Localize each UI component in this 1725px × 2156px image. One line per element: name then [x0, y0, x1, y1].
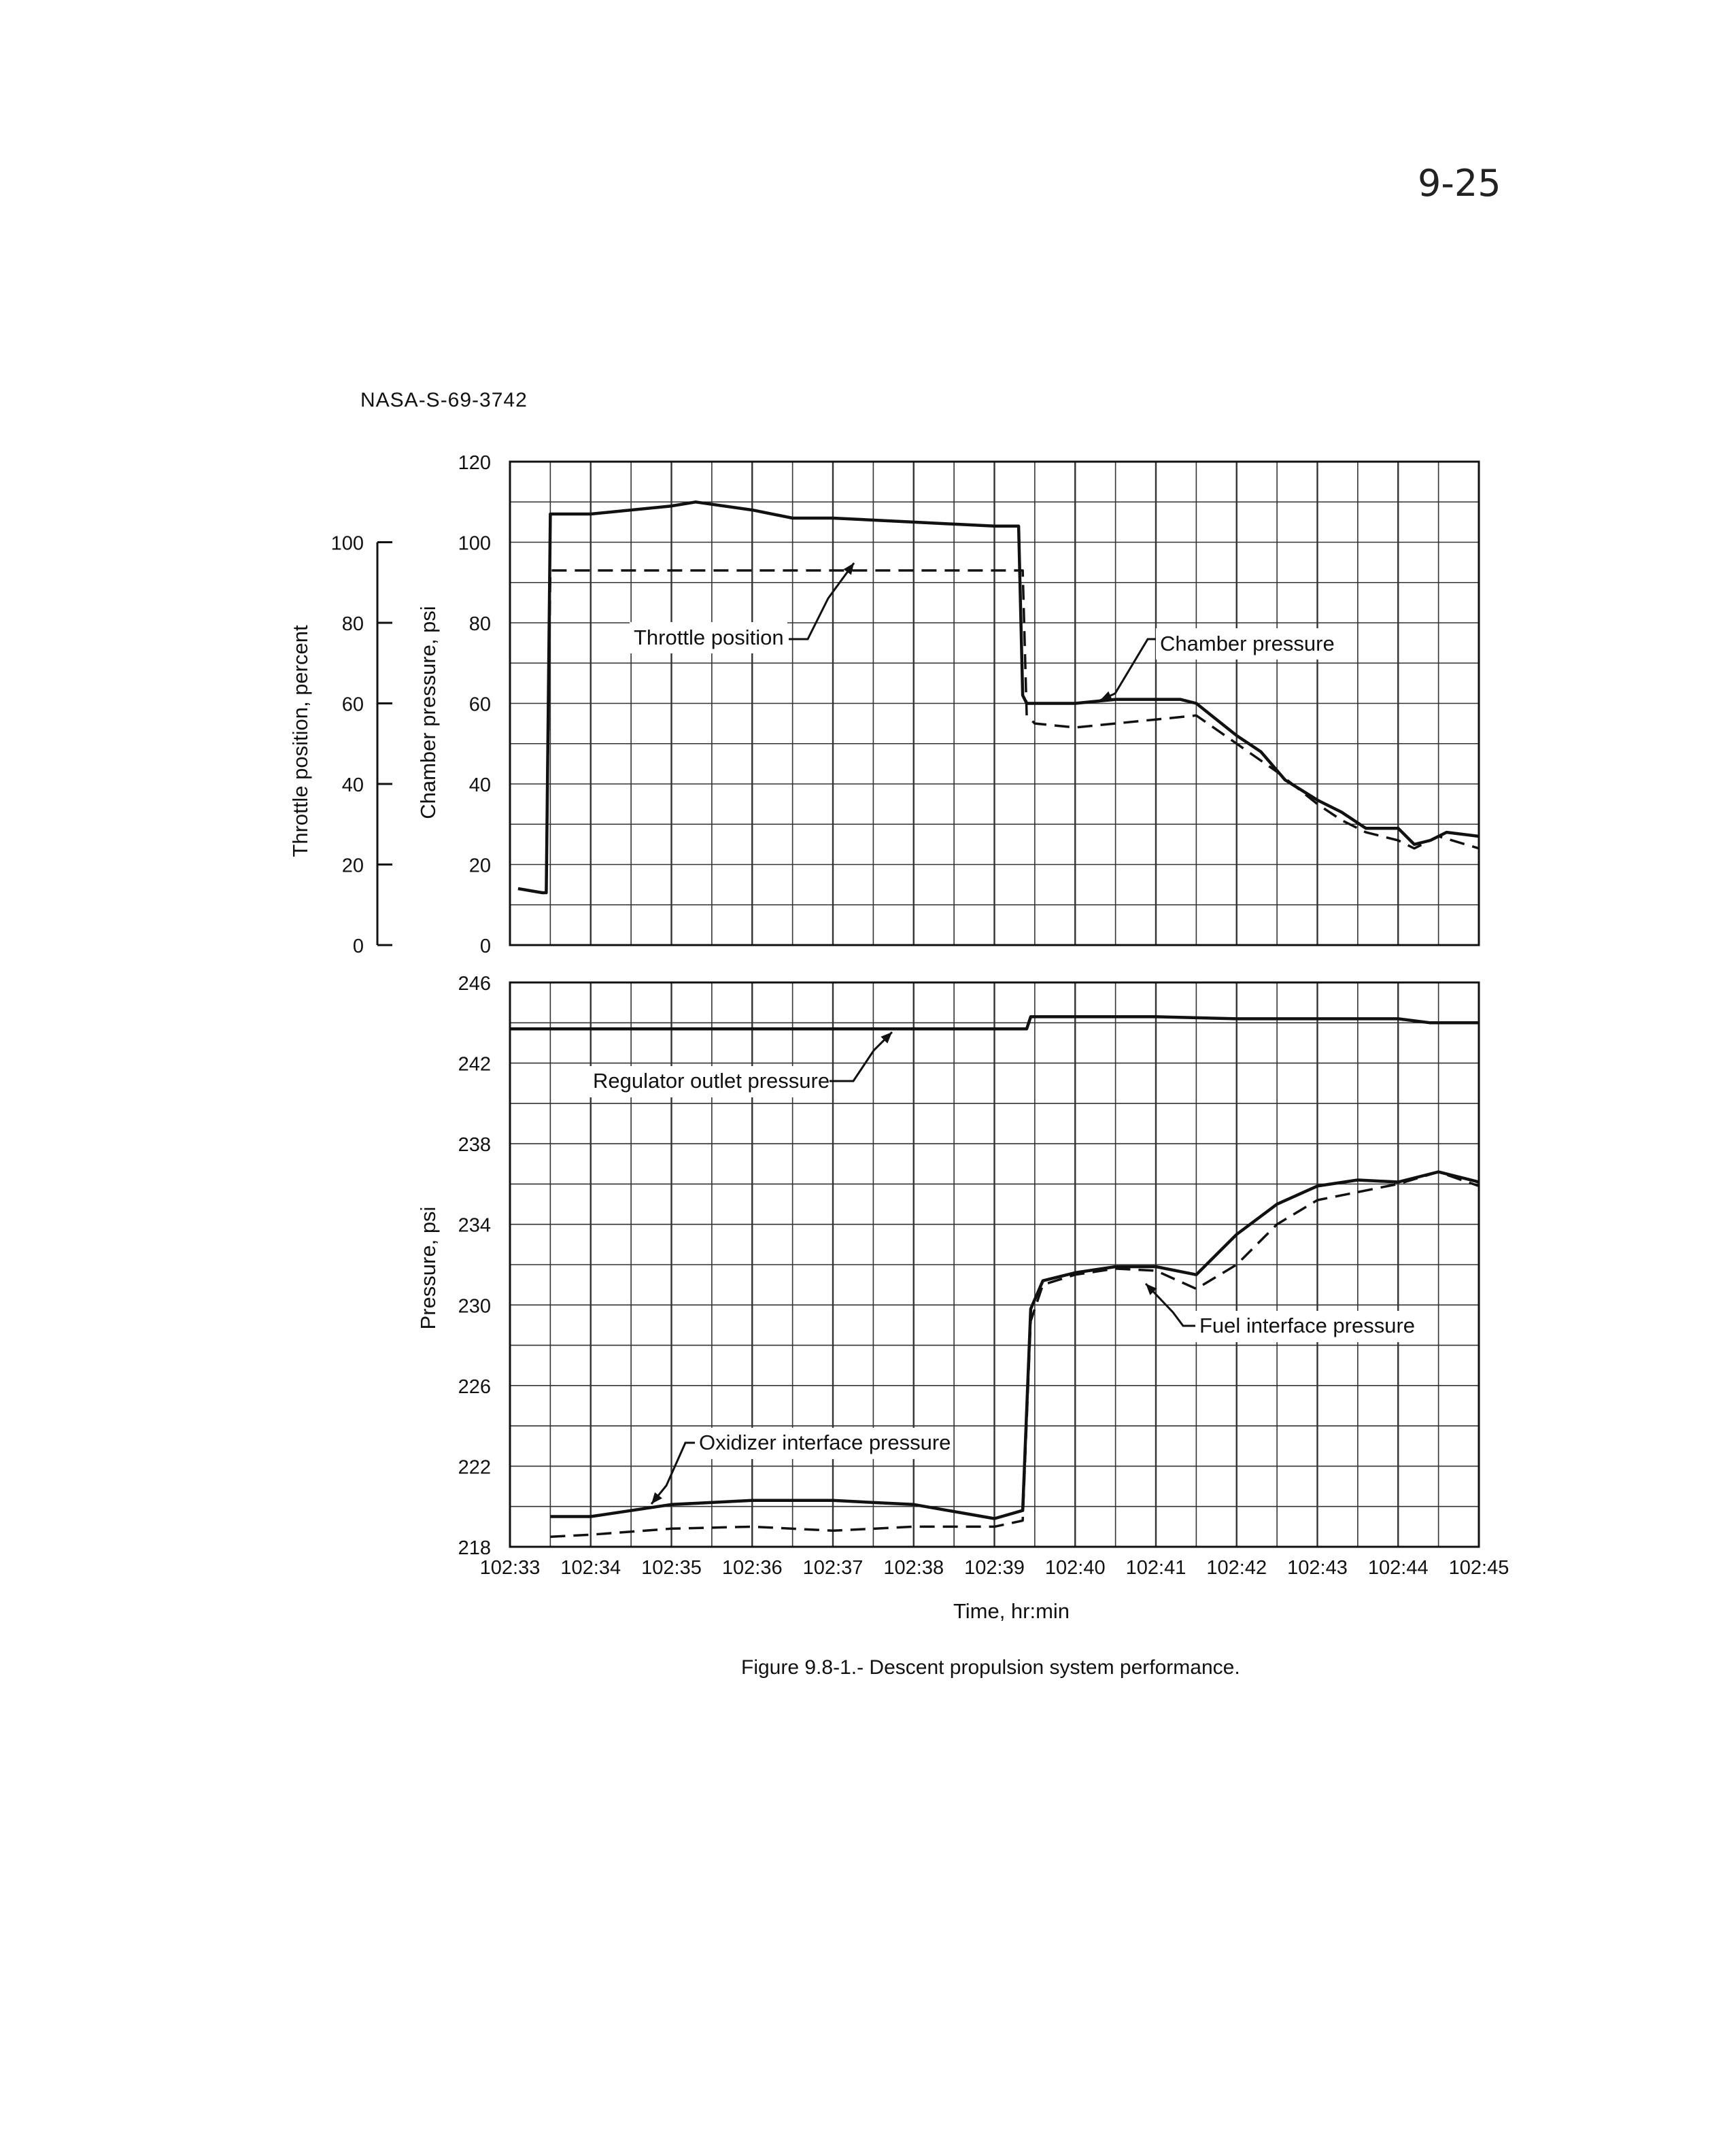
chart-labels-layer: 0 20 40 60 80 100 120 0 20 40 60 80 100 Throttle posi…	[288, 452, 1509, 1623]
x-tick-label: 102:43	[1287, 1557, 1348, 1579]
callout-label-throttle-position: Throttle position	[634, 626, 784, 649]
callout-leader-fuel-interface-pressure	[1144, 1282, 1195, 1327]
callout-label-oxidizer-interface-pressure: Oxidizer interface pressure	[699, 1431, 951, 1454]
series-line-chamber-pressure	[517, 500, 1480, 895]
throttle-axis-label: Throttle position, percent	[288, 625, 312, 857]
callout-bg-regulator-outlet-pressure	[589, 1066, 828, 1097]
plot-frame	[509, 460, 1480, 946]
x-tick-label: 102:40	[1045, 1557, 1106, 1579]
y-tick-label: 0	[480, 936, 491, 957]
x-tick-label: 102:34	[560, 1557, 621, 1579]
y-tick-label: 80	[469, 613, 491, 635]
x-tick-label: 102:37	[803, 1557, 864, 1579]
bottom-y-axis-label: Pressure, psi	[416, 1207, 440, 1330]
throttle-tick-label: 100	[331, 533, 364, 555]
throttle-tick-label: 20	[342, 855, 364, 877]
report-id: NASA-S-69-3742	[360, 389, 528, 411]
throttle-tick-label: 60	[342, 694, 364, 716]
callout-arrowhead-regulator-outlet-pressure	[881, 1032, 892, 1044]
x-tick-label: 102:36	[722, 1557, 783, 1579]
y-tick-label: 218	[458, 1537, 491, 1559]
x-tick-label: 102:41	[1126, 1557, 1186, 1579]
series-line-throttle-position	[545, 569, 1480, 893]
y-tick-label: 40	[469, 774, 491, 796]
y-tick-label: 238	[458, 1134, 491, 1156]
x-tick-label: 102:33	[480, 1557, 541, 1579]
series-line-fuel-interface-pressure	[550, 1170, 1480, 1538]
top-y-axis-label: Chamber pressure, psi	[416, 606, 440, 819]
x-tick-label: 102:39	[964, 1557, 1025, 1579]
figure-caption: Figure 9.8-1.- Descent propulsion system…	[741, 1656, 1240, 1679]
y-tick-label: 230	[458, 1295, 491, 1317]
callout-arrowhead-fuel-interface-pressure	[1146, 1284, 1157, 1295]
callout-arrowhead-chamber-pressure	[1100, 691, 1112, 700]
plot-frame	[509, 981, 1480, 1548]
callout-leader-oxidizer-interface-pressure	[650, 1441, 695, 1505]
y-tick-label: 222	[458, 1456, 491, 1478]
callout-arrowhead-throttle-position	[843, 563, 854, 575]
y-tick-label: 20	[469, 855, 491, 877]
y-tick-label: 226	[458, 1376, 491, 1398]
callout-leader-chamber-pressure	[1099, 638, 1156, 702]
series-line-regulator-outlet-pressure	[510, 1015, 1479, 1031]
x-tick-label: 102:42	[1206, 1557, 1267, 1579]
callout-label-chamber-pressure: Chamber pressure	[1160, 632, 1335, 655]
throttle-tick-label: 80	[342, 613, 364, 635]
y-tick-label: 60	[469, 694, 491, 716]
y-tick-label: 246	[458, 973, 491, 995]
series-line-oxidizer-interface-pressure	[550, 1170, 1480, 1520]
x-tick-label: 102:44	[1368, 1557, 1429, 1579]
x-tick-label: 102:35	[641, 1557, 702, 1579]
callout-leader-throttle-position	[789, 562, 855, 640]
throttle-tick-label: 40	[342, 774, 364, 796]
callout-arrowhead-oxidizer-interface-pressure	[651, 1492, 662, 1504]
x-tick-label: 102:38	[883, 1557, 944, 1579]
callout-bg-throttle-position	[630, 622, 787, 653]
x-tick-label: 102:45	[1449, 1557, 1509, 1579]
callout-bg-chamber-pressure	[1156, 628, 1333, 660]
y-tick-label: 100	[458, 533, 491, 555]
throttle-tick-label: 0	[353, 936, 364, 957]
page-number: 9-25	[1418, 162, 1501, 205]
callout-leader-regulator-outlet-pressure	[830, 1031, 893, 1082]
x-axis-label: Time, hr:min	[953, 1599, 1070, 1623]
top-chart-panel	[376, 460, 1480, 946]
callout-bg-oxidizer-interface-pressure	[695, 1428, 952, 1459]
y-tick-label: 242	[458, 1054, 491, 1076]
callout-label-fuel-interface-pressure: Fuel interface pressure	[1199, 1314, 1415, 1337]
y-tick-label: 234	[458, 1215, 491, 1237]
y-tick-label: 120	[458, 452, 491, 474]
callout-label-regulator-outlet-pressure: Regulator outlet pressure	[593, 1069, 830, 1093]
callout-bg-fuel-interface-pressure	[1195, 1311, 1412, 1342]
